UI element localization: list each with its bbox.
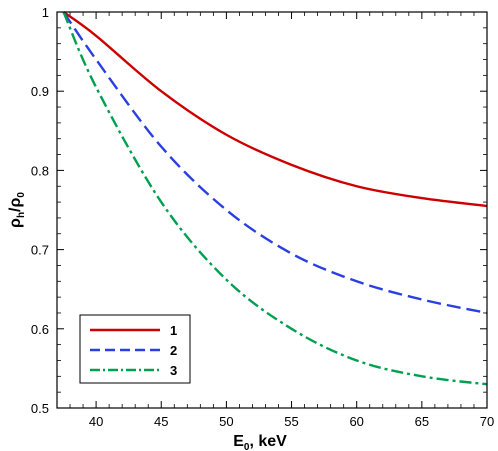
y-tick-label: 1	[42, 5, 49, 20]
y-axis-title-sub2: 0	[16, 192, 27, 198]
plot-frame	[56, 11, 488, 409]
x-axis-title-unit: , keV	[249, 433, 287, 450]
x-tick-label: 50	[219, 414, 233, 429]
x-tick-label: 70	[480, 414, 494, 429]
y-axis-title-mid: /ρ	[7, 198, 24, 212]
x-tick-labels: 40 45 50 55 60 65 70	[89, 414, 494, 429]
series-layer	[62, 11, 488, 386]
legend-label-series-1: 1	[170, 323, 177, 338]
y-tick-label: 0.7	[31, 243, 49, 258]
x-axis-title-main: E	[233, 433, 244, 450]
x-tick-label: 45	[154, 414, 168, 429]
y-tick-label: 0.8	[31, 163, 49, 178]
series-2-line	[62, 11, 488, 315]
y-axis-title: ρh/ρ0	[7, 192, 27, 228]
x-tick-label: 40	[89, 414, 103, 429]
x-axis-title: E0, keV	[233, 433, 287, 451]
series-1-line	[62, 11, 488, 208]
y-tick-label: 0.6	[31, 322, 49, 337]
x-tick-label: 65	[415, 414, 429, 429]
x-axis-title-sub: 0	[244, 442, 250, 451]
y-axis-title-sub: h	[16, 212, 27, 218]
legend-label-series-3: 3	[170, 363, 177, 378]
series-3-line	[62, 11, 488, 386]
y-axis-title-main: ρ	[7, 218, 24, 228]
x-tick-label: 60	[349, 414, 363, 429]
y-tick-labels: 0.5 0.6 0.7 0.8 0.9 1	[31, 5, 49, 416]
x-tick-label: 55	[284, 414, 298, 429]
legend: 1 2 3	[79, 314, 191, 384]
y-tick-label: 0.5	[31, 401, 49, 416]
legend-label-series-2: 2	[170, 343, 177, 358]
y-tick-label: 0.9	[31, 84, 49, 99]
